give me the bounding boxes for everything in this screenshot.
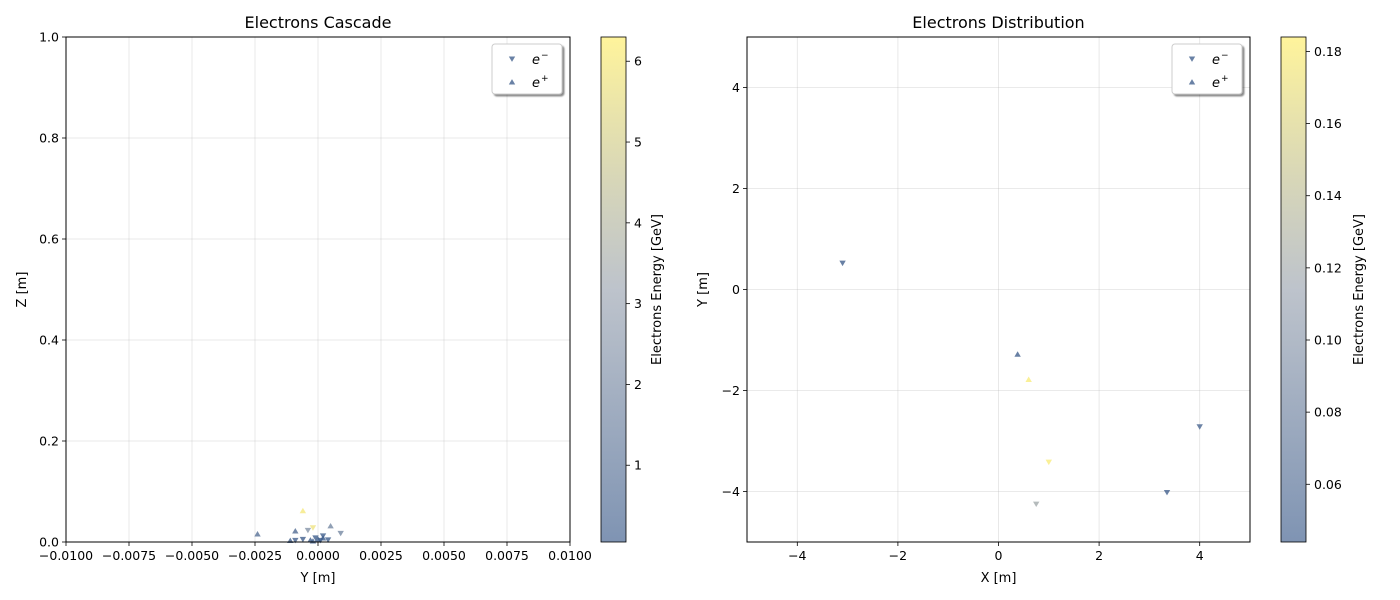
x-tick-label-0: −0.0100	[39, 548, 93, 563]
x-tick-label-8: 0.0100	[548, 548, 592, 563]
x-tick-label-4: 4	[1196, 548, 1204, 563]
colorbar-tick-label-3: 0.12	[1314, 260, 1342, 275]
electrons-distribution-chart: −4 −2 0 2 4 −4 −2 0 2 4 Electrons Distribution X [m…	[696, 13, 1367, 586]
chart-title: Electrons Cascade	[245, 13, 392, 32]
colorbar-gradient	[600, 36, 627, 543]
data-point-s0-3	[1045, 459, 1052, 466]
data-point-s1-3	[327, 522, 334, 529]
x-tick-label-0: −4	[788, 548, 806, 563]
data-point-s0-1	[1196, 424, 1203, 430]
data-point-s1-6	[314, 536, 322, 542]
data-point-s0-4	[292, 537, 299, 544]
x-tick-label-1: −2	[889, 548, 907, 563]
legend-label-0: e−	[532, 51, 549, 68]
y-tick-label-1: −2	[722, 383, 740, 398]
x-tick-label-4: 0.0000	[296, 548, 340, 563]
electrons-cascade-chart: −0.0100 −0.0075 −0.0050 −0.0025 0.0000 0.0025…	[15, 13, 665, 586]
y-tick-label-5: 1.0	[39, 30, 59, 45]
colorbar-tick-label-1: 0.08	[1314, 405, 1342, 420]
x-axis-label: X [m]	[981, 571, 1017, 586]
colorbar-tick-label-2: 3	[634, 296, 642, 311]
y-tick-label-2: 0.4	[39, 333, 59, 348]
colorbar-tick-label-0: 0.06	[1314, 477, 1342, 492]
data-point-s1-2	[299, 507, 307, 514]
colorbar-tick-label-2: 0.10	[1314, 333, 1342, 348]
legend-label-1: e+	[532, 74, 549, 91]
y-axis-label: Y [m]	[696, 272, 711, 308]
colorbar-tick-label-5: 6	[634, 54, 642, 69]
y-axis-label: Z [m]	[15, 272, 30, 308]
data-point-s0-0	[299, 536, 307, 543]
data-point-s0-1	[304, 527, 312, 534]
data-point-s0-3	[337, 530, 344, 537]
plot-area	[747, 37, 1250, 542]
y-tick-label-0: 0.0	[39, 535, 59, 550]
colorbar-label: Electrons Energy [GeV]	[1352, 214, 1367, 365]
x-tick-label-5: 0.0025	[359, 548, 403, 563]
colorbar-tick-label-4: 0.14	[1314, 188, 1342, 203]
x-tick-label-7: 0.0075	[485, 548, 529, 563]
data-point-s0-5	[312, 535, 319, 541]
x-tick-label-6: 0.0050	[422, 548, 466, 563]
data-point-s1-0	[1014, 351, 1021, 357]
colorbar: 1 2 3 4 5 6 Electrons Energy [GeV]	[600, 36, 665, 543]
legend-marker-0	[1188, 56, 1196, 62]
data-point-s0-2	[309, 525, 317, 531]
legend: e− e+	[491, 43, 563, 95]
legend: e− e+	[1171, 43, 1243, 95]
data-point-s1-1	[1025, 376, 1032, 382]
y-tick-label-0: −4	[722, 484, 740, 499]
plot-area	[66, 37, 570, 542]
y-tick-label-4: 0.8	[39, 131, 59, 146]
data-point-s1-1	[292, 528, 299, 534]
legend-box	[1171, 43, 1243, 95]
colorbar-gradient	[1280, 36, 1307, 543]
x-tick-label-3: −0.0025	[228, 548, 282, 563]
x-tick-label-2: 0	[995, 548, 1003, 563]
y-tick-label-2: 0	[732, 282, 740, 297]
x-tick-label-2: −0.0050	[165, 548, 219, 563]
y-tick-label-4: 4	[732, 80, 740, 95]
chart-title: Electrons Distribution	[912, 13, 1084, 32]
colorbar-label: Electrons Energy [GeV]	[650, 214, 665, 365]
legend-marker-1	[508, 79, 516, 85]
colorbar-tick-label-1: 2	[634, 377, 642, 392]
data-point-s0-2	[1163, 489, 1171, 496]
x-axis-label: Y [m]	[300, 571, 336, 586]
data-point-s1-0	[254, 531, 261, 537]
data-point-s0-8	[324, 537, 332, 543]
colorbar-tick-label-5: 0.16	[1314, 116, 1342, 131]
colorbar: 0.06 0.08 0.10 0.12 0.14 0.16 0.18 Electrons En…	[1280, 36, 1367, 543]
colorbar-tick-label-3: 4	[634, 215, 642, 230]
data-point-s0-0	[839, 260, 846, 267]
y-tick-label-3: 0.6	[39, 232, 59, 247]
legend-label-1: e+	[1212, 74, 1229, 91]
legend-marker-0	[508, 56, 516, 62]
y-tick-label-1: 0.2	[39, 434, 59, 449]
colorbar-tick-label-6: 0.18	[1314, 44, 1342, 59]
legend-box	[491, 43, 563, 95]
data-point-s1-7	[319, 535, 327, 541]
y-tick-label-3: 2	[732, 181, 740, 196]
legend-label-0: e−	[1212, 51, 1229, 68]
x-tick-label-3: 2	[1095, 548, 1103, 563]
data-point-s0-4	[1033, 501, 1040, 508]
x-tick-label-1: −0.0075	[102, 548, 156, 563]
colorbar-tick-label-4: 5	[634, 135, 642, 150]
colorbar-tick-label-0: 1	[634, 458, 642, 473]
legend-marker-1	[1188, 79, 1196, 85]
